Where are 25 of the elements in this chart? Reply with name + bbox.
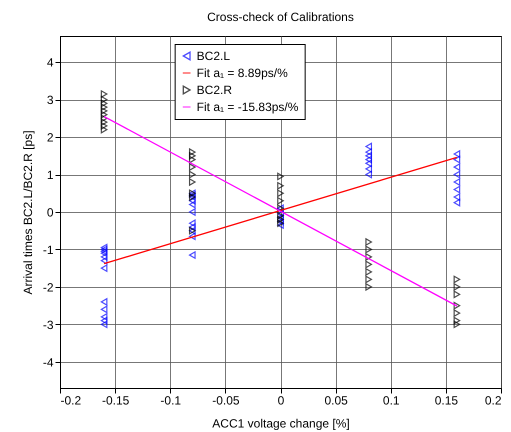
chart-title: Cross-check of Calibrations [207, 10, 354, 24]
y-tick-label: 1 [46, 168, 54, 182]
y-tick-label: 0 [46, 206, 54, 220]
y-tick-label: 3 [46, 93, 54, 108]
y-tick-label: 4 [46, 56, 54, 70]
x-tick-label: 0 [278, 394, 285, 408]
x-axis-title: ACC1 voltage change [%] [212, 416, 350, 430]
legend-label: BC2.L [196, 49, 230, 63]
y-tick-label: -4 [42, 355, 54, 370]
x-tick-label: 0.05 [324, 394, 348, 408]
y-axis-title: Arrival times BC2.L/BC2.R [ps] [20, 130, 35, 295]
x-tick-label: -0.1 [160, 394, 182, 408]
x-tick-label: 0.1 [382, 394, 400, 408]
y-tick-label: -2 [42, 280, 54, 294]
y-tick-label: 2 [46, 130, 54, 145]
y-tick-label: -1 [42, 242, 54, 257]
x-tick-label: 0.2 [484, 394, 502, 408]
x-tick-label: 0.15 [434, 394, 458, 408]
x-tick-label: -0.05 [212, 394, 240, 408]
x-tick-label: -0.15 [102, 394, 130, 408]
legend-label: Fit a₁ = -15.83ps/% [196, 100, 299, 114]
legend-label: Fit a₁ = 8.89ps/% [196, 66, 288, 80]
y-tick-label: -3 [42, 318, 54, 332]
x-tick-label: -0.2 [60, 394, 82, 408]
legend-label: BC2.R [196, 83, 232, 97]
